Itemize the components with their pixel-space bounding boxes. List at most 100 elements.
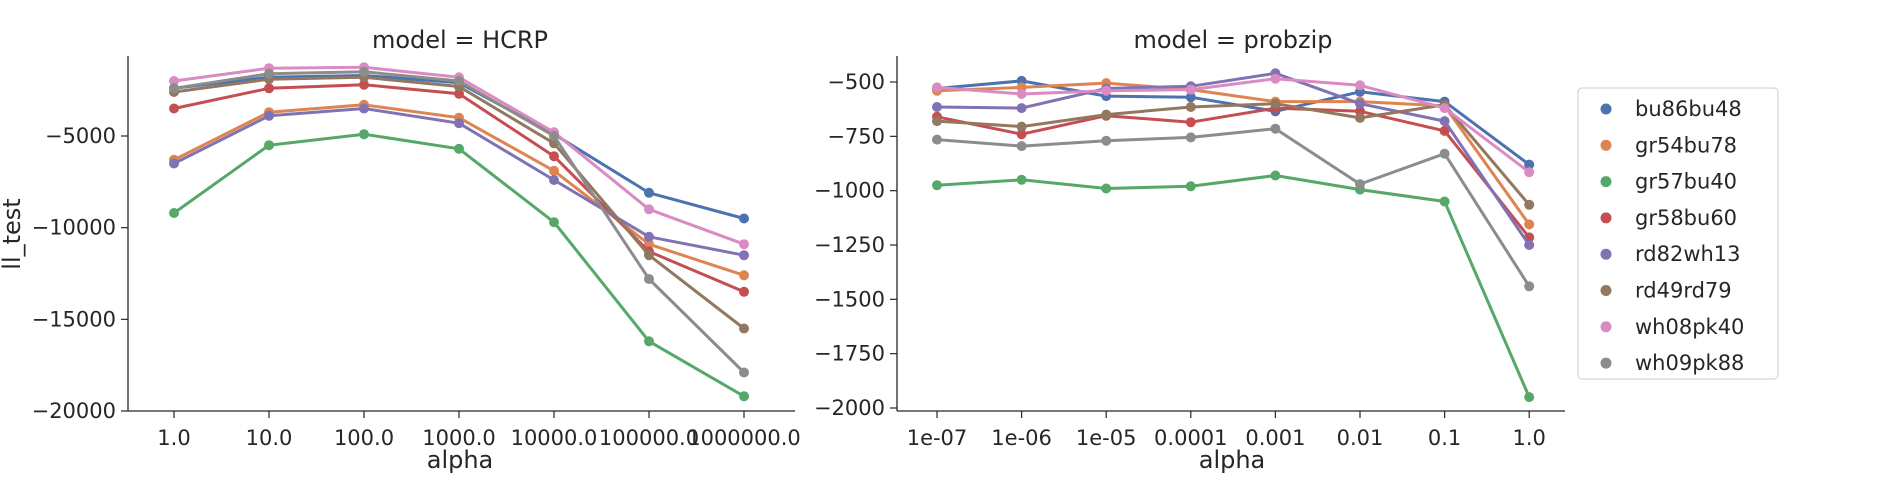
panel-hcrp: model = HCRP ll_test alpha −5000 −10000 −1… bbox=[0, 26, 801, 474]
y-tick-label: −15000 bbox=[32, 307, 116, 331]
x-tick-group-probzip: 1e-07 1e-06 1e-05 0.0001 0.001 0.01 0.1 1.0 bbox=[907, 411, 1546, 450]
x-tick-label: 1.0 bbox=[157, 426, 190, 450]
x-tick-label: 0.0001 bbox=[1154, 426, 1227, 450]
y-tick-group-hcrp: −5000 −10000 −15000 −20000 bbox=[32, 124, 128, 423]
y-tick-label: −500 bbox=[827, 70, 885, 94]
data-point-gr54bu78 bbox=[1524, 219, 1535, 230]
data-point-rd82wh13 bbox=[1355, 98, 1365, 109]
data-point-rd82wh13 bbox=[1016, 103, 1027, 114]
data-point-gr57bu40 bbox=[644, 336, 654, 347]
data-point-gr58bu60 bbox=[359, 79, 369, 90]
panel-title-hcrp: model = HCRP bbox=[372, 26, 548, 54]
legend-marker-gr54bu78 bbox=[1600, 139, 1612, 151]
legend-marker-gr57bu40 bbox=[1600, 176, 1612, 188]
x-tick-label: 0.001 bbox=[1245, 426, 1305, 450]
data-point-wh09pk88 bbox=[1439, 148, 1450, 159]
data-point-wh08pk40 bbox=[1355, 80, 1365, 91]
data-point-wh09pk88 bbox=[169, 83, 179, 94]
data-point-gr58bu60 bbox=[1439, 125, 1450, 136]
data-point-wh09pk88 bbox=[264, 68, 274, 79]
x-tick-label: 1.0 bbox=[1512, 426, 1545, 450]
series-line-gr57bu40 bbox=[172, 132, 746, 398]
data-point-rd49rd79 bbox=[932, 116, 942, 127]
series-group-hcrp bbox=[169, 62, 749, 402]
data-point-gr54bu78 bbox=[644, 239, 654, 250]
legend-label-rd82wh13: rd82wh13 bbox=[1635, 242, 1741, 266]
data-point-wh09pk88 bbox=[932, 134, 942, 145]
data-point-wh08pk40 bbox=[644, 204, 654, 215]
series-line-gr54bu78 bbox=[172, 103, 746, 277]
y-tick-label: −2000 bbox=[814, 396, 885, 420]
data-point-rd82wh13 bbox=[644, 231, 654, 242]
series-line-rd82wh13 bbox=[935, 71, 1531, 247]
data-point-gr58bu60 bbox=[1185, 117, 1196, 128]
data-point-gr57bu40 bbox=[359, 129, 369, 140]
x-tick-label: 10000.0 bbox=[511, 426, 598, 450]
data-point-rd49rd79 bbox=[1355, 112, 1365, 123]
x-tick-label: 0.1 bbox=[1428, 426, 1461, 450]
data-point-wh08pk40 bbox=[169, 76, 179, 86]
data-point-rd82wh13 bbox=[1524, 240, 1535, 250]
x-tick-group-hcrp: 1.0 10.0 100.0 1000.0 10000.0 100000.01000000… bbox=[157, 411, 801, 450]
data-point-wh09pk88 bbox=[359, 66, 369, 77]
legend-frame bbox=[1577, 87, 1779, 380]
data-point-rd49rd79 bbox=[1270, 98, 1281, 109]
x-tick-label: 1e-06 bbox=[991, 426, 1052, 450]
data-point-wh09pk88 bbox=[1185, 132, 1196, 143]
y-tick-group-probzip: −500 −750 −1000 −1250 −1500 −1750 −2000 bbox=[814, 70, 897, 420]
data-point-wh08pk40 bbox=[1101, 85, 1112, 96]
legend-marker-gr58bu60 bbox=[1600, 212, 1612, 224]
y-tick-label: −20000 bbox=[32, 399, 116, 423]
data-point-bu86bu48 bbox=[1185, 92, 1196, 103]
data-point-gr58bu60 bbox=[169, 103, 179, 114]
data-point-rd49rd79 bbox=[739, 323, 749, 334]
series-line-rd82wh13 bbox=[172, 107, 746, 257]
data-point-gr57bu40 bbox=[169, 208, 179, 218]
data-point-wh09pk88 bbox=[1016, 141, 1027, 152]
data-point-rd49rd79 bbox=[644, 250, 654, 261]
data-point-wh09pk88 bbox=[1101, 135, 1112, 146]
y-tick-label: −5000 bbox=[45, 124, 116, 148]
data-point-wh08pk40 bbox=[1270, 73, 1281, 84]
data-point-gr57bu40 bbox=[454, 143, 464, 154]
data-point-gr57bu40 bbox=[1016, 174, 1027, 185]
data-point-bu86bu48 bbox=[739, 213, 749, 224]
x-axis-label-hcrp: alpha bbox=[427, 446, 494, 474]
data-point-gr58bu60 bbox=[454, 88, 464, 99]
data-point-wh09pk88 bbox=[1355, 179, 1365, 190]
data-point-gr58bu60 bbox=[1016, 129, 1027, 140]
x-tick-label: 1e-05 bbox=[1076, 426, 1137, 450]
data-point-rd49rd79 bbox=[1101, 109, 1112, 120]
legend-label-gr57bu40: gr57bu40 bbox=[1635, 170, 1737, 194]
data-point-gr58bu60 bbox=[739, 286, 749, 297]
legend-marker-rd82wh13 bbox=[1600, 248, 1612, 260]
data-point-wh08pk40 bbox=[739, 239, 749, 250]
data-point-wh09pk88 bbox=[739, 367, 749, 378]
legend-label-gr58bu60: gr58bu60 bbox=[1635, 206, 1737, 230]
panel-title-probzip: model = probzip bbox=[1133, 26, 1332, 54]
data-point-gr57bu40 bbox=[1101, 183, 1112, 194]
data-point-rd82wh13 bbox=[739, 250, 749, 261]
data-point-wh09pk88 bbox=[644, 274, 654, 284]
x-tick-label: 100.0 bbox=[334, 426, 394, 450]
legend-label-rd49rd79: rd49rd79 bbox=[1635, 279, 1732, 303]
data-point-rd49rd79 bbox=[1185, 102, 1196, 112]
legend-label-gr54bu78: gr54bu78 bbox=[1635, 133, 1737, 157]
x-tick-label: 100000.0 bbox=[599, 426, 699, 450]
data-point-gr57bu40 bbox=[739, 391, 749, 402]
data-point-wh08pk40 bbox=[1524, 167, 1535, 178]
data-point-gr57bu40 bbox=[1439, 196, 1450, 207]
legend-label-wh09pk88: wh09pk88 bbox=[1635, 351, 1744, 375]
data-point-wh08pk40 bbox=[1439, 103, 1450, 114]
legend-marker-bu86bu48 bbox=[1600, 103, 1612, 115]
data-point-bu86bu48 bbox=[644, 187, 654, 198]
data-point-gr57bu40 bbox=[549, 217, 559, 228]
series-group-probzip bbox=[932, 68, 1535, 403]
data-point-wh09pk88 bbox=[454, 76, 464, 86]
legend-label-bu86bu48: bu86bu48 bbox=[1635, 97, 1742, 121]
data-point-rd82wh13 bbox=[1439, 116, 1450, 127]
data-point-rd82wh13 bbox=[932, 102, 942, 112]
data-point-gr57bu40 bbox=[264, 140, 274, 151]
data-point-gr58bu60 bbox=[549, 151, 559, 162]
